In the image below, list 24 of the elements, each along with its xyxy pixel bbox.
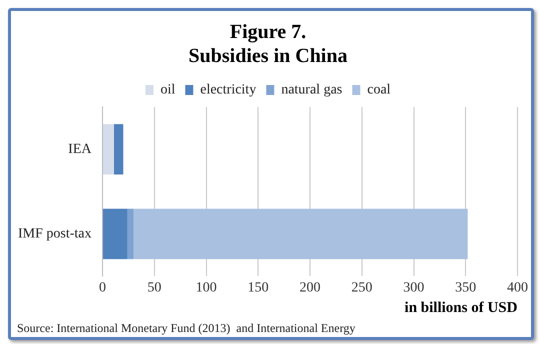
x-tick-label: 300: [403, 280, 424, 296]
x-tick-label: 200: [300, 280, 320, 296]
bar: [103, 208, 128, 260]
chart-subtitle: Subsidies in China: [188, 45, 348, 68]
x-tick-label: 150: [248, 280, 269, 296]
y-tick-label: IMF post-tax: [18, 226, 92, 242]
x-tick-label: 250: [351, 280, 372, 296]
x-tick-label: 400: [507, 280, 528, 296]
legend-label: natural gas: [281, 82, 342, 98]
chart-title: Figure 7.: [230, 21, 306, 44]
source-note: Source: International Monetary Fund (2013) and International Energy: [17, 321, 356, 336]
bar: [103, 124, 114, 174]
legend-label: oil: [160, 82, 176, 98]
x-tick-label: 0: [99, 280, 106, 296]
legend-label: electricity: [200, 82, 256, 98]
bar: [114, 124, 124, 174]
bar: [134, 208, 468, 260]
bar: [127, 208, 134, 260]
x-axis-title: in billions of USD: [404, 300, 518, 316]
x-tick-label: 350: [455, 280, 476, 296]
y-tick-label: IEA: [68, 142, 92, 157]
x-tick-label: 50: [147, 280, 162, 296]
x-tick-label: 100: [196, 280, 217, 296]
legend-label: coal: [367, 82, 391, 98]
